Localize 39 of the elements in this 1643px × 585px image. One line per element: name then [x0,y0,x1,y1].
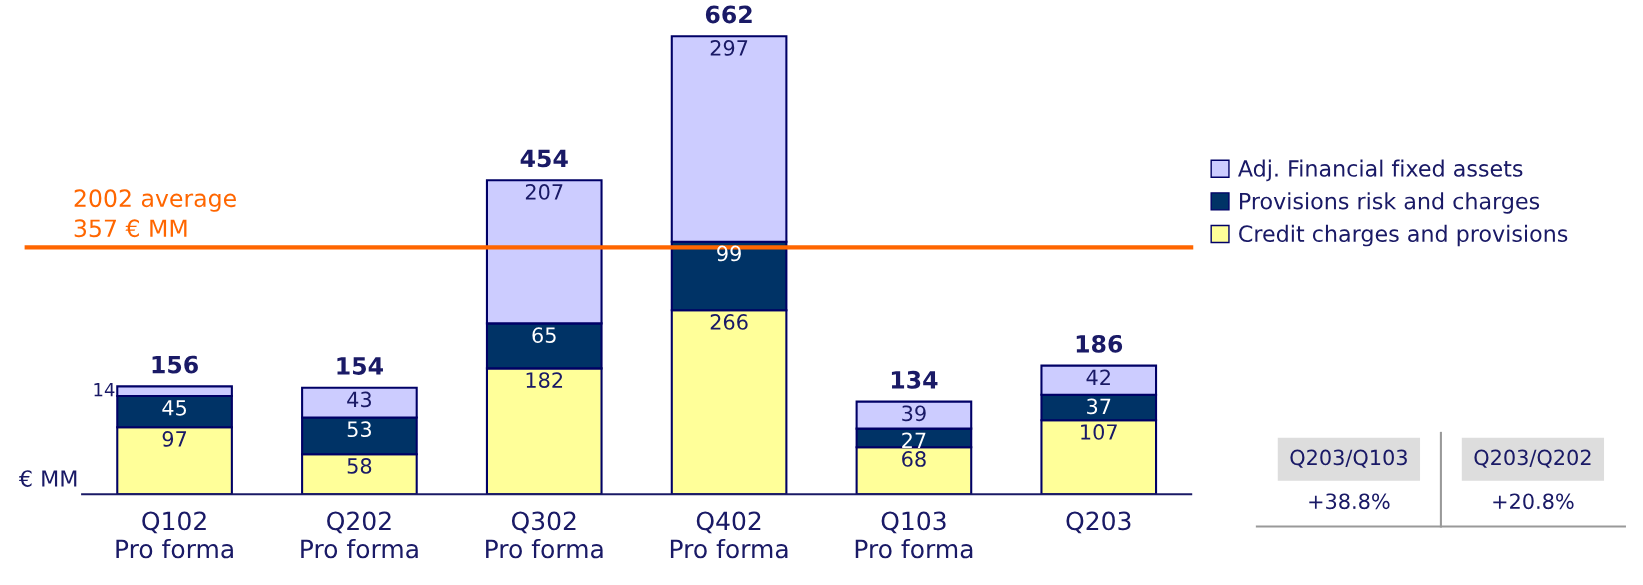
data-label: 99 [717,245,741,262]
text: Q203/Q202 [1474,449,1591,468]
total-label: 662 [705,5,752,24]
total-label: 134 [891,370,938,389]
x-tick-label: Q402 Pro forma [670,511,788,559]
x-tick-label: Q102 Pro forma [116,511,233,559]
text: +20.8% [1493,493,1574,510]
data-label: 37 [1087,398,1111,415]
data-label: 182 [526,372,563,388]
data-label: 39 [902,405,926,422]
legend-label: Provisions risk and charges [1240,192,1540,214]
total-label: 156 [152,355,198,374]
data-label: 97 [162,431,187,447]
data-label: 58 [347,458,372,474]
data-label: 53 [347,421,371,438]
x-tick-label: Q302 Pro forma [486,511,603,559]
x-tick-label: Q203 [1066,511,1131,534]
data-label: 65 [532,327,556,343]
data-label: 68 [902,451,926,467]
y-axis-title: € MM [18,470,77,487]
total-label: 154 [337,357,383,375]
data-label: 43 [347,391,371,408]
x-tick-label: Q103 Pro forma [855,511,973,559]
ref-line-label: 2002 average 357 € MM [74,189,236,238]
data-label: 27 [902,432,926,448]
legend-label: Credit charges and provisions [1239,224,1568,247]
data-label: 45 [162,400,186,416]
text: +38.8% [1309,493,1390,510]
legend-label: Adj. Financial fixed assets [1238,159,1523,182]
data-label: 14 [94,383,115,397]
data-label: 107 [1081,424,1117,440]
data-label: 297 [710,40,748,56]
total-label: 186 [1076,334,1123,353]
data-label: 42 [1086,369,1110,385]
data-label: 207 [525,184,563,200]
x-tick-label: Q202 Pro forma [301,511,418,559]
data-label: 266 [710,314,748,330]
total-label: 454 [520,149,568,168]
text: Q203/Q103 [1290,449,1407,468]
